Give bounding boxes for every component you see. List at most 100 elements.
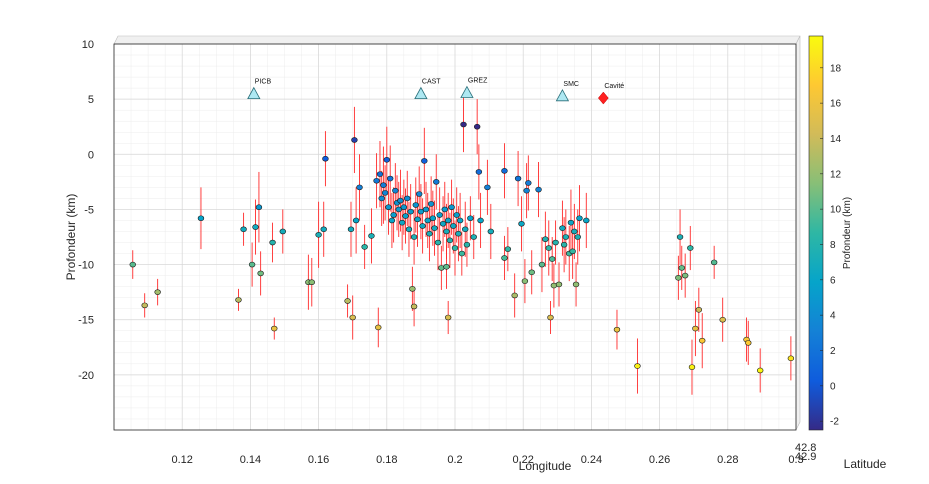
event-point xyxy=(560,241,568,248)
event-point xyxy=(383,157,390,163)
back-wall xyxy=(118,36,800,422)
event-point xyxy=(523,187,530,194)
x-tick-label: 0.28 xyxy=(717,454,738,466)
station-label: CAST xyxy=(422,79,441,86)
event-point xyxy=(572,281,580,288)
colorbar-tick-label: 16 xyxy=(830,99,842,110)
event-point xyxy=(257,270,264,277)
colorbar-tick-label: 12 xyxy=(830,169,842,180)
event-point xyxy=(692,325,699,332)
station-triangle-marker xyxy=(414,86,428,100)
event-point xyxy=(433,179,440,185)
event-point xyxy=(675,275,682,281)
event-point xyxy=(446,237,454,244)
y-tick-labels: 10 5 0 -5 -10 -15 -20 xyxy=(78,39,94,382)
event-point xyxy=(322,155,329,162)
y-tick-label: 5 xyxy=(88,94,94,106)
colorbar-tick-label: 0 xyxy=(830,381,836,392)
event-point xyxy=(455,230,462,237)
event-point xyxy=(431,225,438,231)
event-point xyxy=(562,234,570,240)
colorbar-ticks: -2 0 2 4 6 8 10 12 14 16 18 xyxy=(820,63,842,428)
x-tick-label: 0.3 xyxy=(788,454,803,466)
z-tick-42-8: 42.8 xyxy=(795,442,816,454)
event-point xyxy=(574,234,581,240)
event-point xyxy=(756,367,764,374)
event-point xyxy=(583,217,590,224)
colorbar-tick-label: 4 xyxy=(830,311,836,322)
event-point xyxy=(470,234,477,240)
event-point xyxy=(402,213,409,219)
event-point xyxy=(255,204,263,211)
event-point xyxy=(687,245,694,251)
station-label: GREZ xyxy=(468,78,488,85)
event-point xyxy=(351,137,358,143)
event-point xyxy=(392,187,399,194)
event-point xyxy=(344,298,351,304)
event-point xyxy=(456,217,464,224)
x-axis-title: Longitude xyxy=(519,459,572,473)
event-point xyxy=(555,281,563,288)
event-point xyxy=(719,316,726,323)
event-point xyxy=(504,246,512,252)
x-tick-label: 0.22 xyxy=(512,454,533,466)
event-points xyxy=(129,121,795,374)
station-label: Cavité xyxy=(604,83,624,90)
plot-box xyxy=(113,43,797,431)
event-point xyxy=(453,212,460,218)
event-point xyxy=(525,180,532,186)
event-point xyxy=(787,355,795,362)
event-point xyxy=(450,223,457,229)
colorbar-title: Profondeur (km) xyxy=(842,197,853,269)
event-point xyxy=(376,171,384,177)
event-point xyxy=(398,219,406,226)
station-triangle-marker xyxy=(247,86,261,100)
event-point xyxy=(269,239,276,246)
event-point xyxy=(547,314,554,321)
x-tick-label: 0.26 xyxy=(649,454,670,466)
event-point xyxy=(375,324,382,331)
event-point xyxy=(467,215,474,222)
plot-background xyxy=(113,35,801,431)
event-point xyxy=(434,239,442,246)
event-point xyxy=(501,255,508,261)
event-point xyxy=(426,230,433,237)
x-tick-label: 0.14 xyxy=(240,454,261,466)
event-point xyxy=(378,195,385,202)
event-point xyxy=(422,206,430,213)
event-point xyxy=(405,226,413,233)
event-point xyxy=(681,272,689,279)
event-point xyxy=(634,363,641,369)
x-tick-labels: 0.12 0.14 0.16 0.18 0.2 0.22 0.24 0.26 0.28 0.3 xyxy=(171,454,803,466)
event-point xyxy=(252,224,259,230)
event-point xyxy=(473,123,481,130)
event-point xyxy=(576,215,583,222)
y-tick-label: 0 xyxy=(88,149,94,161)
event-point xyxy=(141,302,148,309)
event-point xyxy=(699,337,706,344)
event-point xyxy=(501,168,508,174)
event-point xyxy=(460,121,467,128)
event-point xyxy=(514,175,522,182)
event-point xyxy=(448,204,455,211)
event-point xyxy=(444,217,452,224)
event-point xyxy=(436,212,443,218)
event-point xyxy=(439,220,447,227)
event-point xyxy=(569,248,576,255)
event-point xyxy=(410,234,418,240)
event-point xyxy=(441,206,448,213)
colorbar-tick-label: 2 xyxy=(830,346,836,357)
y-axis-title: Profondeur (km) xyxy=(64,194,78,281)
event-point xyxy=(745,340,752,346)
event-point xyxy=(390,212,397,218)
event-point xyxy=(548,256,556,262)
event-point xyxy=(676,234,684,240)
event-point xyxy=(484,184,491,191)
y-tick-label: -5 xyxy=(84,204,94,216)
event-point xyxy=(197,215,205,222)
station-label: PICB xyxy=(255,79,272,86)
event-point xyxy=(511,292,518,299)
event-point xyxy=(613,326,621,333)
event-point xyxy=(427,201,435,207)
event-point xyxy=(444,314,452,321)
